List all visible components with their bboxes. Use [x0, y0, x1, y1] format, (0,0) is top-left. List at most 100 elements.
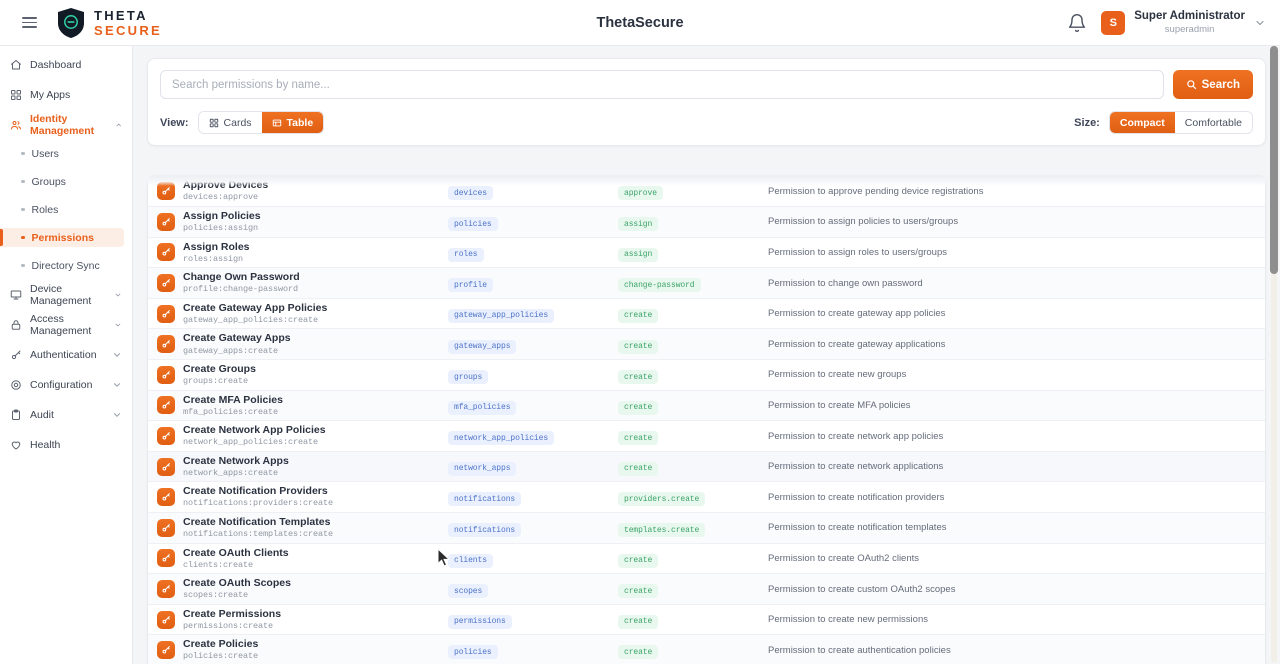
sidebar-item-permissions[interactable]: Permissions — [0, 228, 124, 247]
key-icon — [162, 493, 170, 501]
user-menu[interactable]: S Super Administrator superadmin — [1101, 10, 1266, 35]
toolbar-card: Search View: Cards — [147, 58, 1266, 146]
permissions-table-card: Approve Devices devices:approve devices app… — [147, 175, 1266, 664]
cell-resource: network_apps — [448, 451, 618, 482]
chevron-down-icon[interactable] — [1254, 17, 1266, 29]
permission-code: gateway_app_policies:create — [183, 314, 319, 325]
sidebar-item-users[interactable]: Users — [0, 144, 132, 163]
permission-title: Create OAuth Clients — [183, 546, 289, 559]
sidebar-group-authentication[interactable]: Authentication — [0, 344, 132, 365]
cell-description: Permission to create custom OAuth2 scope… — [768, 574, 1265, 605]
sidebar-item-groups[interactable]: Groups — [0, 172, 132, 191]
search-button[interactable]: Search — [1172, 70, 1253, 99]
table-row[interactable]: Create Notification Providers notificatio… — [148, 482, 1265, 513]
key-icon — [162, 187, 170, 195]
table-row[interactable]: Create OAuth Clients clients:create client… — [148, 543, 1265, 574]
size-option-compact[interactable]: Compact — [1109, 112, 1175, 133]
brand-logo[interactable]: THETA SECURE — [56, 7, 162, 39]
hamburger-icon[interactable] — [12, 6, 46, 40]
table-row[interactable]: Create MFA Policies mfa_policies:create mf… — [148, 390, 1265, 421]
sidebar-group-label: Configuration — [30, 378, 93, 391]
chevron-up-icon[interactable] — [115, 120, 122, 130]
sidebar-item-health[interactable]: Health — [0, 434, 132, 455]
chevron-down-icon[interactable] — [112, 350, 122, 360]
key-icon — [162, 340, 170, 348]
cell-action: approve — [618, 176, 768, 207]
table-row[interactable]: Assign Policies policies:assign policies as… — [148, 206, 1265, 238]
search-input[interactable] — [160, 70, 1164, 99]
sidebar-item-roles[interactable]: Roles — [0, 200, 132, 219]
resource-badge: notifications — [448, 492, 522, 507]
table-row[interactable]: Create Groups groups:create groups create Pe… — [148, 360, 1265, 391]
cell-permission-name: Create Groups groups:create — [148, 360, 448, 391]
key-icon — [11, 350, 21, 359]
chevron-down-icon[interactable] — [114, 320, 122, 330]
permission-description: Permission to create notification provid… — [768, 491, 945, 503]
table-row[interactable]: Assign Roles roles:assign roles assign Permi… — [148, 237, 1265, 268]
sidebar-item-my-apps[interactable]: My Apps — [0, 84, 132, 105]
size-option-comfortable[interactable]: Comfortable — [1174, 112, 1252, 133]
sidebar-subitem-label: Roles — [31, 203, 59, 216]
sidebar-group-configuration[interactable]: Configuration — [0, 374, 132, 395]
cell-description: Permission to assign roles to users/grou… — [768, 237, 1265, 268]
key-icon — [162, 248, 170, 257]
page-scrollbar[interactable] — [1270, 46, 1278, 662]
table-row[interactable]: Create Network Apps network_apps:create ne… — [148, 451, 1265, 482]
bell-icon[interactable] — [1067, 13, 1087, 33]
cell-description: Permission to change own password — [768, 268, 1265, 299]
cell-resource: policies — [448, 207, 618, 238]
sidebar-item-label: Dashboard — [30, 58, 82, 71]
permission-key-icon — [157, 427, 175, 446]
cell-description: Permission to assign policies to users/g… — [768, 207, 1265, 238]
table-row[interactable]: Create OAuth Scopes scopes:create scopes cr… — [148, 573, 1265, 605]
sidebar-group-audit[interactable]: Audit — [0, 404, 132, 425]
cell-action: create — [618, 635, 768, 664]
main-content: Search View: Cards — [133, 46, 1280, 664]
cell-description: Permission to create notification templa… — [768, 513, 1265, 544]
avatar: S — [1101, 10, 1126, 35]
key-icon — [162, 279, 170, 287]
permission-code: policies:assign — [183, 223, 259, 234]
permission-title: Assign Roles — [183, 240, 250, 253]
page-scrollbar-track[interactable] — [1271, 46, 1277, 662]
view-option-cards[interactable]: Cards — [198, 112, 262, 133]
table-row[interactable]: Approve Devices devices:approve devices app… — [148, 176, 1265, 207]
sidebar-item-dashboard[interactable]: Dashboard — [0, 54, 132, 75]
cell-permission-name: Assign Policies policies:assign — [148, 207, 448, 238]
sidebar-item-directory-sync[interactable]: Directory Sync — [0, 256, 132, 275]
brand-name-primary: THETA — [94, 7, 148, 23]
table-row[interactable]: Create Gateway Apps gateway_apps:create ga… — [148, 328, 1265, 360]
table-row[interactable]: Create Notification Templates notificatio… — [148, 512, 1265, 544]
cell-action: providers.create — [618, 482, 768, 513]
table-row[interactable]: Create Gateway App Policies gateway_app_p… — [148, 298, 1265, 329]
sidebar: Dashboard My Apps Identity Management Us — [0, 46, 133, 664]
table-row[interactable]: Create Policies policies:create policies cr… — [148, 634, 1265, 664]
permission-key-icon — [157, 365, 175, 384]
resource-badge: groups — [448, 370, 489, 385]
view-option-table[interactable]: Table — [261, 112, 324, 133]
permissions-table-body: Approve Devices devices:approve devices app… — [148, 176, 1265, 664]
page-scrollbar-thumb[interactable] — [1270, 46, 1278, 274]
resource-badge: policies — [448, 645, 498, 660]
chevron-down-icon[interactable] — [112, 410, 122, 420]
cards-icon — [209, 118, 218, 127]
table-row[interactable]: Create Network App Policies network_app_p… — [148, 421, 1265, 452]
sidebar-item-label: Health — [30, 438, 61, 451]
cell-action: create — [618, 604, 768, 635]
sidebar-group-device-management[interactable]: Device Management — [0, 283, 132, 307]
cell-resource: notifications — [448, 482, 618, 513]
table-row[interactable]: Create Permissions permissions:create perm… — [148, 604, 1265, 635]
sidebar-group-identity-management[interactable]: Identity Management — [0, 113, 132, 137]
key-icon — [162, 401, 170, 409]
chevron-down-icon[interactable] — [112, 380, 122, 390]
cell-resource: network_app_policies — [448, 421, 618, 452]
cell-permission-name: Create Notification Templates notificatio… — [148, 513, 448, 544]
cell-resource: permissions — [448, 604, 618, 635]
permission-title: Create MFA Policies — [183, 393, 283, 406]
sidebar-group-access-management[interactable]: Access Management — [0, 313, 132, 337]
key-icon — [162, 523, 170, 532]
permission-description: Permission to create MFA policies — [768, 399, 911, 411]
cell-resource: mfa_policies — [448, 390, 618, 421]
table-row[interactable]: Change Own Password profile:change-passwo… — [148, 267, 1265, 299]
chevron-down-icon[interactable] — [114, 290, 122, 300]
